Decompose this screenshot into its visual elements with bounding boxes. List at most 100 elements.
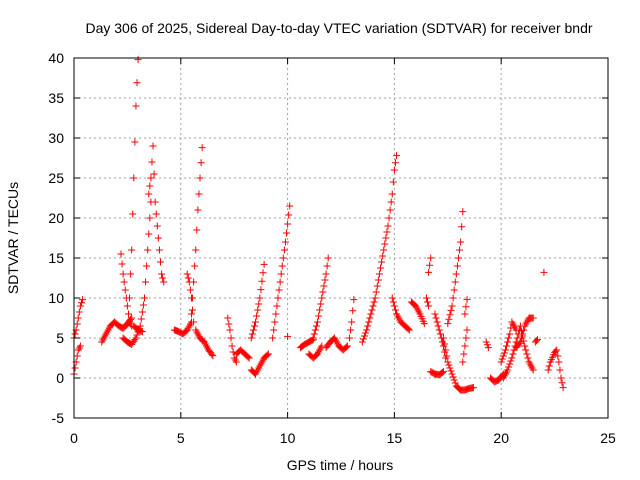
data-point [208, 350, 216, 358]
data-point [263, 351, 271, 359]
data-point [249, 326, 257, 334]
data-point [71, 330, 79, 338]
data-point [279, 254, 287, 262]
data-point [74, 314, 82, 322]
data-point [147, 174, 155, 182]
y-tick-label: 35 [48, 90, 64, 106]
data-point [228, 342, 236, 350]
data-point [449, 294, 457, 302]
data-point [459, 358, 467, 366]
data-point [73, 320, 81, 328]
data-point [441, 340, 449, 348]
data-point [316, 306, 324, 314]
data-point [388, 190, 396, 198]
data-point [509, 350, 517, 358]
data-point [505, 334, 513, 342]
data-point [497, 358, 505, 366]
data-point [283, 229, 291, 237]
data-point [192, 246, 200, 254]
data-point [420, 320, 428, 328]
data-point [312, 322, 320, 330]
data-point [244, 353, 252, 361]
data-point [390, 166, 398, 174]
data-point [320, 282, 328, 290]
data-point [387, 198, 395, 206]
data-point [534, 336, 542, 344]
data-point [131, 336, 139, 344]
data-point [153, 222, 161, 230]
data-point [311, 326, 319, 334]
data-point [484, 344, 492, 352]
data-point [426, 261, 434, 269]
data-point [189, 294, 197, 302]
data-point [160, 278, 168, 286]
data-point [314, 318, 322, 326]
data-point [310, 330, 318, 338]
data-point [184, 274, 192, 282]
data-point [347, 326, 355, 334]
data-point [196, 174, 204, 182]
data-point [461, 310, 469, 318]
data-point [449, 373, 457, 381]
data-point [552, 347, 560, 355]
data-point [462, 334, 470, 342]
data-point [504, 338, 512, 346]
data-point [281, 238, 289, 246]
data-point [159, 274, 167, 282]
data-point [155, 246, 163, 254]
x-axis-label: GPS time / hours [287, 457, 394, 473]
data-point [127, 270, 135, 278]
data-point [120, 278, 128, 286]
data-point [447, 367, 455, 375]
data-point [440, 334, 448, 342]
data-point [77, 299, 85, 307]
y-axis-ticks: -5 0 5 10 15 20 25 30 35 40 [48, 50, 608, 426]
data-point [151, 198, 159, 206]
data-point [384, 222, 392, 230]
data-point [269, 334, 277, 342]
data-point [259, 269, 267, 277]
data-point [133, 79, 141, 87]
data-point [194, 206, 202, 214]
y-tick-label: 40 [48, 50, 64, 66]
data-point [505, 363, 513, 371]
data-point [315, 312, 323, 320]
data-point [124, 310, 132, 318]
data-point [422, 294, 430, 302]
data-point [554, 352, 562, 360]
data-point [148, 158, 156, 166]
data-point [134, 56, 142, 64]
data-point [309, 334, 317, 342]
data-point [521, 342, 529, 350]
data-point [555, 358, 563, 366]
data-point [128, 314, 136, 322]
data-point [501, 346, 509, 354]
data-point [273, 302, 281, 310]
data-point [404, 325, 412, 333]
data-point [364, 322, 372, 330]
data-point [284, 220, 292, 228]
data-point [343, 342, 351, 350]
data-point [519, 330, 527, 338]
data-point [442, 346, 450, 354]
data-point [365, 318, 373, 326]
data-point [137, 315, 145, 323]
data-point [197, 159, 205, 167]
data-point [191, 262, 199, 270]
data-point [190, 278, 198, 286]
data-point [280, 246, 288, 254]
data-point [187, 310, 195, 318]
data-point [152, 210, 160, 218]
data-point [457, 238, 465, 246]
data-point [227, 334, 235, 342]
data-point [245, 354, 253, 362]
data-point [453, 262, 461, 270]
data-point [123, 302, 131, 310]
data-point [118, 260, 126, 268]
data-point [448, 302, 456, 310]
data-point [149, 142, 157, 150]
data-point [454, 254, 462, 262]
data-point [523, 350, 531, 358]
data-point [323, 262, 331, 270]
data-point [157, 258, 165, 266]
